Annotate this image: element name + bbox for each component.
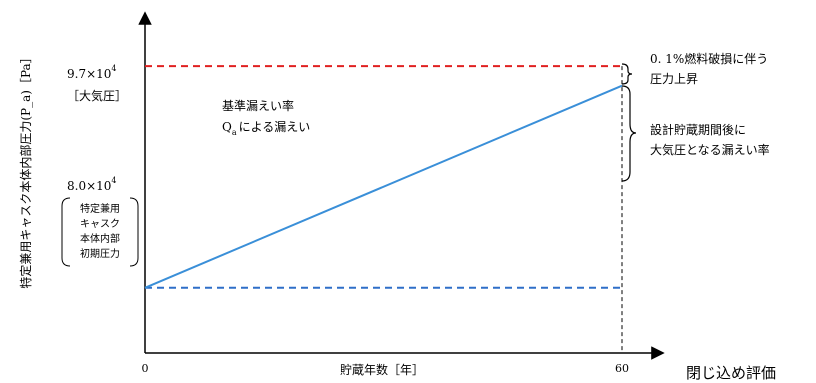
x-tick-60: 60 [615, 362, 629, 375]
design-leak-annotation-line-2: 大気圧となる漏えい率 [650, 142, 770, 157]
initial-pressure-bracket-left [61, 197, 71, 267]
y-label-initial: 8.0×104 [67, 176, 117, 193]
leak-rate-series-line [144, 84, 623, 289]
initial-pressure-bracket-right [129, 197, 139, 267]
fuel-damage-annotation-line-2: 圧力上昇 [650, 72, 698, 86]
y-axis-label: 特定兼用キャスク本体内部圧力(P_a)［Pa］ [18, 51, 33, 288]
y-label-atmospheric-note: ［大気圧］ [67, 88, 127, 103]
initial-pressure-box-line-3: 本体内部 [80, 232, 120, 245]
fuel-damage-brace [621, 63, 633, 85]
x-axis-label: 貯蔵年数［年］ [340, 362, 424, 377]
leak-rate-annotation-line-2: Qa による漏えい [222, 120, 310, 137]
design-leak-annotation-line-1: 設計貯蔵期間後に [650, 122, 746, 137]
leak-rate-annotation-line-1: 基準漏えい率 [222, 98, 294, 113]
fuel-damage-annotation-line-1: 0. 1%燃料破損に伴う [650, 51, 768, 66]
initial-pressure-box-line-2: キャスク [80, 218, 120, 230]
design-leak-brace [621, 85, 637, 182]
y-label-atmospheric: 9.7×104 [67, 64, 117, 81]
initial-pressure-box-line-4: 初期圧力 [80, 247, 120, 260]
x-tick-0: 0 [142, 362, 149, 375]
initial-pressure-box-line-1: 特定兼用 [80, 202, 120, 215]
footer-title: 閉じ込め評価 [686, 364, 776, 382]
